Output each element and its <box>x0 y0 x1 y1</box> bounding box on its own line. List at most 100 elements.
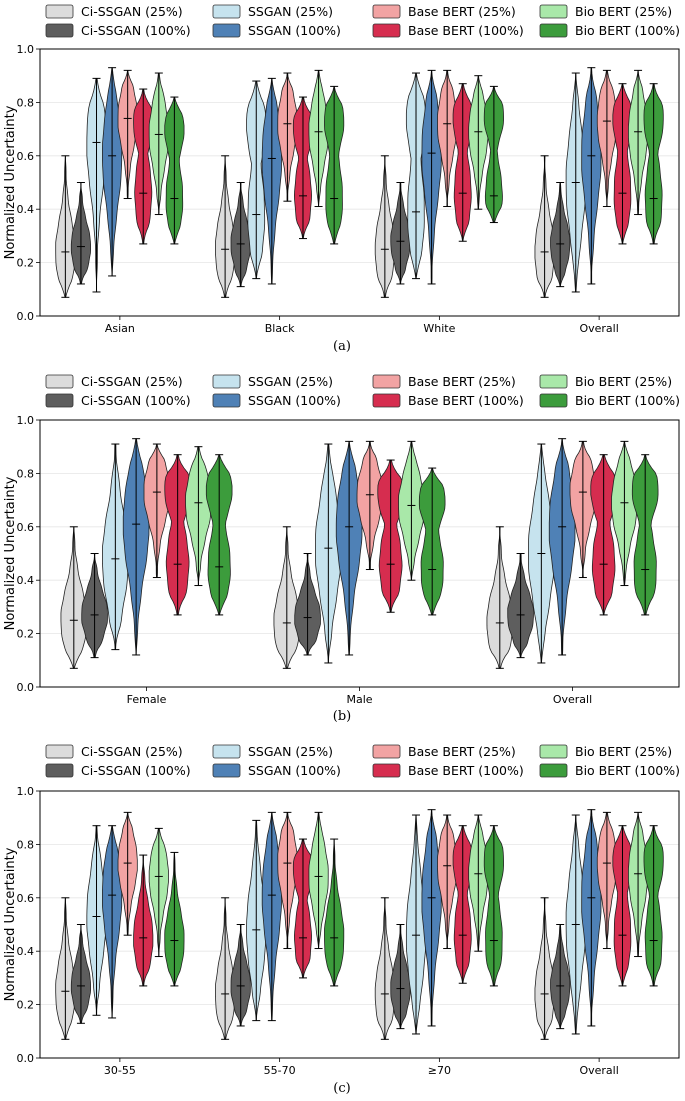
legend-swatch <box>212 763 241 778</box>
violin-bio-bert-100 <box>643 825 664 987</box>
violin-ssgan-100 <box>581 67 602 285</box>
legend-label: Base BERT (25%) <box>408 744 516 759</box>
violin-bio-bert-25 <box>628 811 649 958</box>
legend-swatch <box>539 744 568 759</box>
violin-bio-bert-25 <box>398 440 425 581</box>
violin-ci-ssgan-100 <box>507 553 534 659</box>
legend-swatch <box>212 4 241 19</box>
y-tick-label: 0.2 <box>17 257 35 270</box>
violin-ci-ssgan-25 <box>534 155 555 298</box>
legend-label: Ci-SSGAN (100%) <box>81 23 191 38</box>
legend-swatch <box>372 4 401 19</box>
violin-ssgan-25 <box>86 825 107 1016</box>
x-tick-label: ≥70 <box>428 1064 451 1077</box>
y-axis-label: Normalized Uncertainty <box>3 847 18 1001</box>
legend-label: Base BERT (100%) <box>408 763 524 778</box>
violin-ssgan-100 <box>102 67 123 277</box>
violin-bio-bert-25 <box>148 827 169 958</box>
violin-ci-ssgan-100 <box>390 924 411 1030</box>
chart-panel-3: Ci-SSGAN (25%) Ci-SSGAN (100%) SSGAN (25%)… <box>3 744 680 1096</box>
violin-ssgan-100 <box>102 825 123 1019</box>
legend-label: Ci-SSGAN (100%) <box>81 763 191 778</box>
x-tick-label: Overall <box>579 1064 618 1077</box>
violin-ssgan-100 <box>261 77 282 285</box>
violin-ci-ssgan-25 <box>374 155 395 298</box>
legend-label: Base BERT (100%) <box>408 393 524 408</box>
violin-ssgan-25 <box>565 72 586 293</box>
y-tick-label: 0.6 <box>17 150 35 163</box>
legend-swatch <box>372 744 401 759</box>
legend-label: SSGAN (25%) <box>248 744 333 759</box>
violin-bio-bert-25 <box>468 75 489 210</box>
violin-base-bert-25 <box>596 811 617 950</box>
y-tick-label: 0.6 <box>17 892 35 905</box>
y-tick-label: 0.4 <box>17 574 35 587</box>
legend-swatch <box>539 23 568 38</box>
violin-ci-ssgan-25 <box>486 526 514 669</box>
legend-label: Bio BERT (25%) <box>575 4 672 19</box>
legend-swatch <box>372 763 401 778</box>
legend-label: SSGAN (100%) <box>248 763 341 778</box>
violin-ssgan-25 <box>405 814 427 1035</box>
chart-panel-1: Ci-SSGAN (25%) Ci-SSGAN (100%) SSGAN (25%)… <box>3 4 680 354</box>
violin-ci-ssgan-25 <box>55 897 76 1040</box>
x-tick-label: Asian <box>105 322 135 335</box>
violin-ci-ssgan-100 <box>81 553 108 659</box>
legend: Ci-SSGAN (25%) Ci-SSGAN (100%) SSGAN (25%)… <box>45 744 680 778</box>
violin-bio-bert-100 <box>483 85 504 224</box>
violin-ssgan-25 <box>315 443 342 664</box>
violin-base-bert-25 <box>356 440 384 571</box>
violin-bio-bert-100 <box>164 851 185 987</box>
violin-ssgan-25 <box>246 819 267 1022</box>
x-tick-label: Male <box>346 693 372 706</box>
violin-ssgan-100 <box>581 809 602 1027</box>
legend-label: Bio BERT (25%) <box>575 374 672 389</box>
violin-bio-bert-100 <box>483 825 504 987</box>
legend-label: Bio BERT (100%) <box>575 763 680 778</box>
violin-ssgan-25 <box>102 443 129 651</box>
legend-label: Base BERT (25%) <box>408 4 516 19</box>
x-tick-label: Overall <box>553 693 592 706</box>
violin-ci-ssgan-100 <box>550 182 571 288</box>
legend-label: Base BERT (100%) <box>408 23 524 38</box>
violin-ssgan-25 <box>86 77 107 293</box>
legend-swatch <box>45 374 74 389</box>
y-tick-label: 0.2 <box>17 628 35 641</box>
legend-label: Ci-SSGAN (25%) <box>81 374 183 389</box>
legend-label: Bio BERT (100%) <box>575 393 680 408</box>
violin-ci-ssgan-25 <box>534 897 555 1040</box>
chart-panel-2: Ci-SSGAN (25%) Ci-SSGAN (100%) SSGAN (25%)… <box>3 374 680 724</box>
violin-base-bert-100 <box>612 825 633 987</box>
violin-ssgan-25 <box>528 443 555 664</box>
legend-label: Ci-SSGAN (25%) <box>81 744 183 759</box>
x-tick-label: White <box>423 322 455 335</box>
violin-base-bert-25 <box>596 69 617 208</box>
violin-base-bert-100 <box>452 83 473 242</box>
y-tick-label: 1.0 <box>17 43 35 56</box>
y-tick-label: 0.0 <box>17 1052 35 1065</box>
y-tick-label: 0.0 <box>17 310 35 323</box>
violin-base-bert-25 <box>437 814 458 950</box>
violin-ci-ssgan-25 <box>273 526 301 669</box>
violin-ci-ssgan-100 <box>550 924 571 1030</box>
violin-base-bert-25 <box>437 69 458 208</box>
y-tick-label: 0.8 <box>17 467 35 480</box>
y-tick-label: 0.4 <box>17 945 35 958</box>
legend-swatch <box>45 4 74 19</box>
violin-base-bert-25 <box>277 72 298 202</box>
legend-swatch <box>45 23 74 38</box>
violin-ssgan-100 <box>548 438 576 656</box>
violin-bio-bert-100 <box>324 85 345 245</box>
violin-ci-ssgan-25 <box>215 155 236 298</box>
y-tick-label: 0.8 <box>17 838 35 851</box>
violin-bio-bert-25 <box>308 69 329 208</box>
plot-frame <box>39 790 680 1059</box>
legend-swatch <box>45 393 74 408</box>
legend-swatch <box>45 744 74 759</box>
violin-bio-bert-100 <box>418 467 446 616</box>
violin-base-bert-25 <box>143 443 171 579</box>
x-tick-label: Female <box>127 693 167 706</box>
y-tick-label: 0.8 <box>17 96 35 109</box>
panel-caption: (a) <box>333 339 351 354</box>
